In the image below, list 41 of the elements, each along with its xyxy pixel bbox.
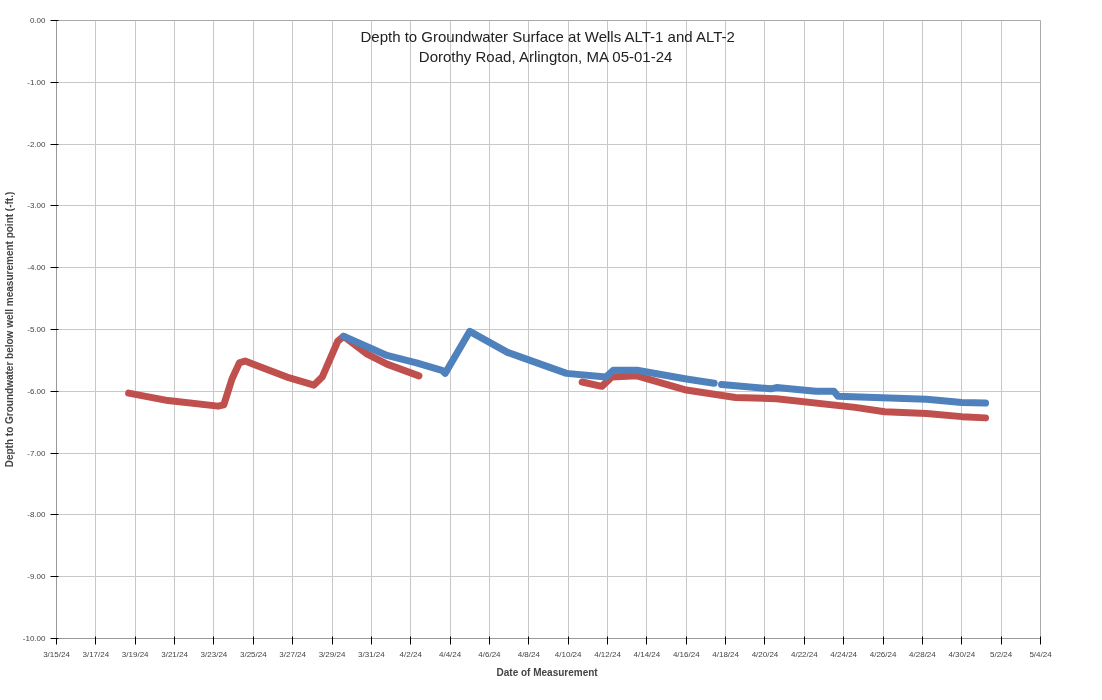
x-axis-title: Date of Measurement — [496, 666, 599, 678]
y-tick-label: -5.00 — [27, 325, 47, 334]
x-tick-label: 3/31/24 — [358, 649, 386, 659]
x-tick-label: 4/10/24 — [554, 649, 583, 659]
y-tick-label: -3.00 — [27, 201, 47, 211]
y-tick-label: 0.00 — [29, 16, 47, 25]
x-tick-label: 3/25/24 — [239, 649, 268, 659]
y-tick-label: -4.00 — [27, 263, 47, 273]
x-tick-label: 4/14/24 — [633, 649, 661, 659]
y-tick-label: -10.00 — [22, 634, 47, 643]
y-axis-title: Depth to Groundwater below well measurement point (-ft.) — [3, 191, 15, 468]
x-tick-label: 4/22/24 — [790, 649, 819, 659]
x-tick-label: 4/12/24 — [594, 649, 622, 659]
x-tick-label: 3/19/24 — [121, 649, 150, 659]
x-tick-label: 4/2/24 — [399, 649, 423, 659]
y-tick-label: -7.00 — [27, 448, 47, 458]
x-tick-label: 4/18/24 — [712, 649, 740, 659]
x-tick-label: 5/2/24 — [990, 649, 1013, 659]
x-tick-label: 4/8/24 — [517, 649, 541, 659]
x-tick-label: 3/15/24 — [43, 649, 71, 659]
y-tick-label: -9.00 — [27, 572, 47, 582]
y-tick-label: -1.00 — [27, 77, 47, 87]
text: Depth to Groundwater Surface at Wells ALT-1 and ALT-2 — [360, 27, 735, 45]
x-tick-label: 4/4/24 — [438, 649, 462, 659]
x-tick-label: 4/6/24 — [478, 649, 502, 659]
x-tick-label: 3/17/24 — [82, 649, 110, 659]
x-tick-label: 3/27/24 — [279, 649, 307, 659]
x-tick-label: 3/23/24 — [200, 649, 228, 659]
x-tick-label: 4/28/24 — [909, 649, 937, 659]
x-tick-label: 4/20/24 — [751, 649, 779, 659]
y-tick-label: -8.00 — [27, 510, 47, 520]
x-tick-label: 3/21/24 — [161, 649, 189, 659]
x-tick-label: 4/24/24 — [830, 649, 858, 659]
x-tick-label: 4/16/24 — [672, 649, 701, 659]
y-tick-label: -2.00 — [27, 139, 47, 149]
y-tick-label: -6.00 — [27, 386, 47, 396]
x-tick-label: 4/30/24 — [948, 649, 976, 659]
x-tick-label: 3/29/24 — [318, 649, 346, 659]
x-tick-label: 4/26/24 — [869, 649, 897, 659]
x-tick-label: 5/4/24 — [1029, 649, 1053, 659]
text: Dorothy Road, Arlington, MA 05-01-24 — [418, 48, 673, 66]
